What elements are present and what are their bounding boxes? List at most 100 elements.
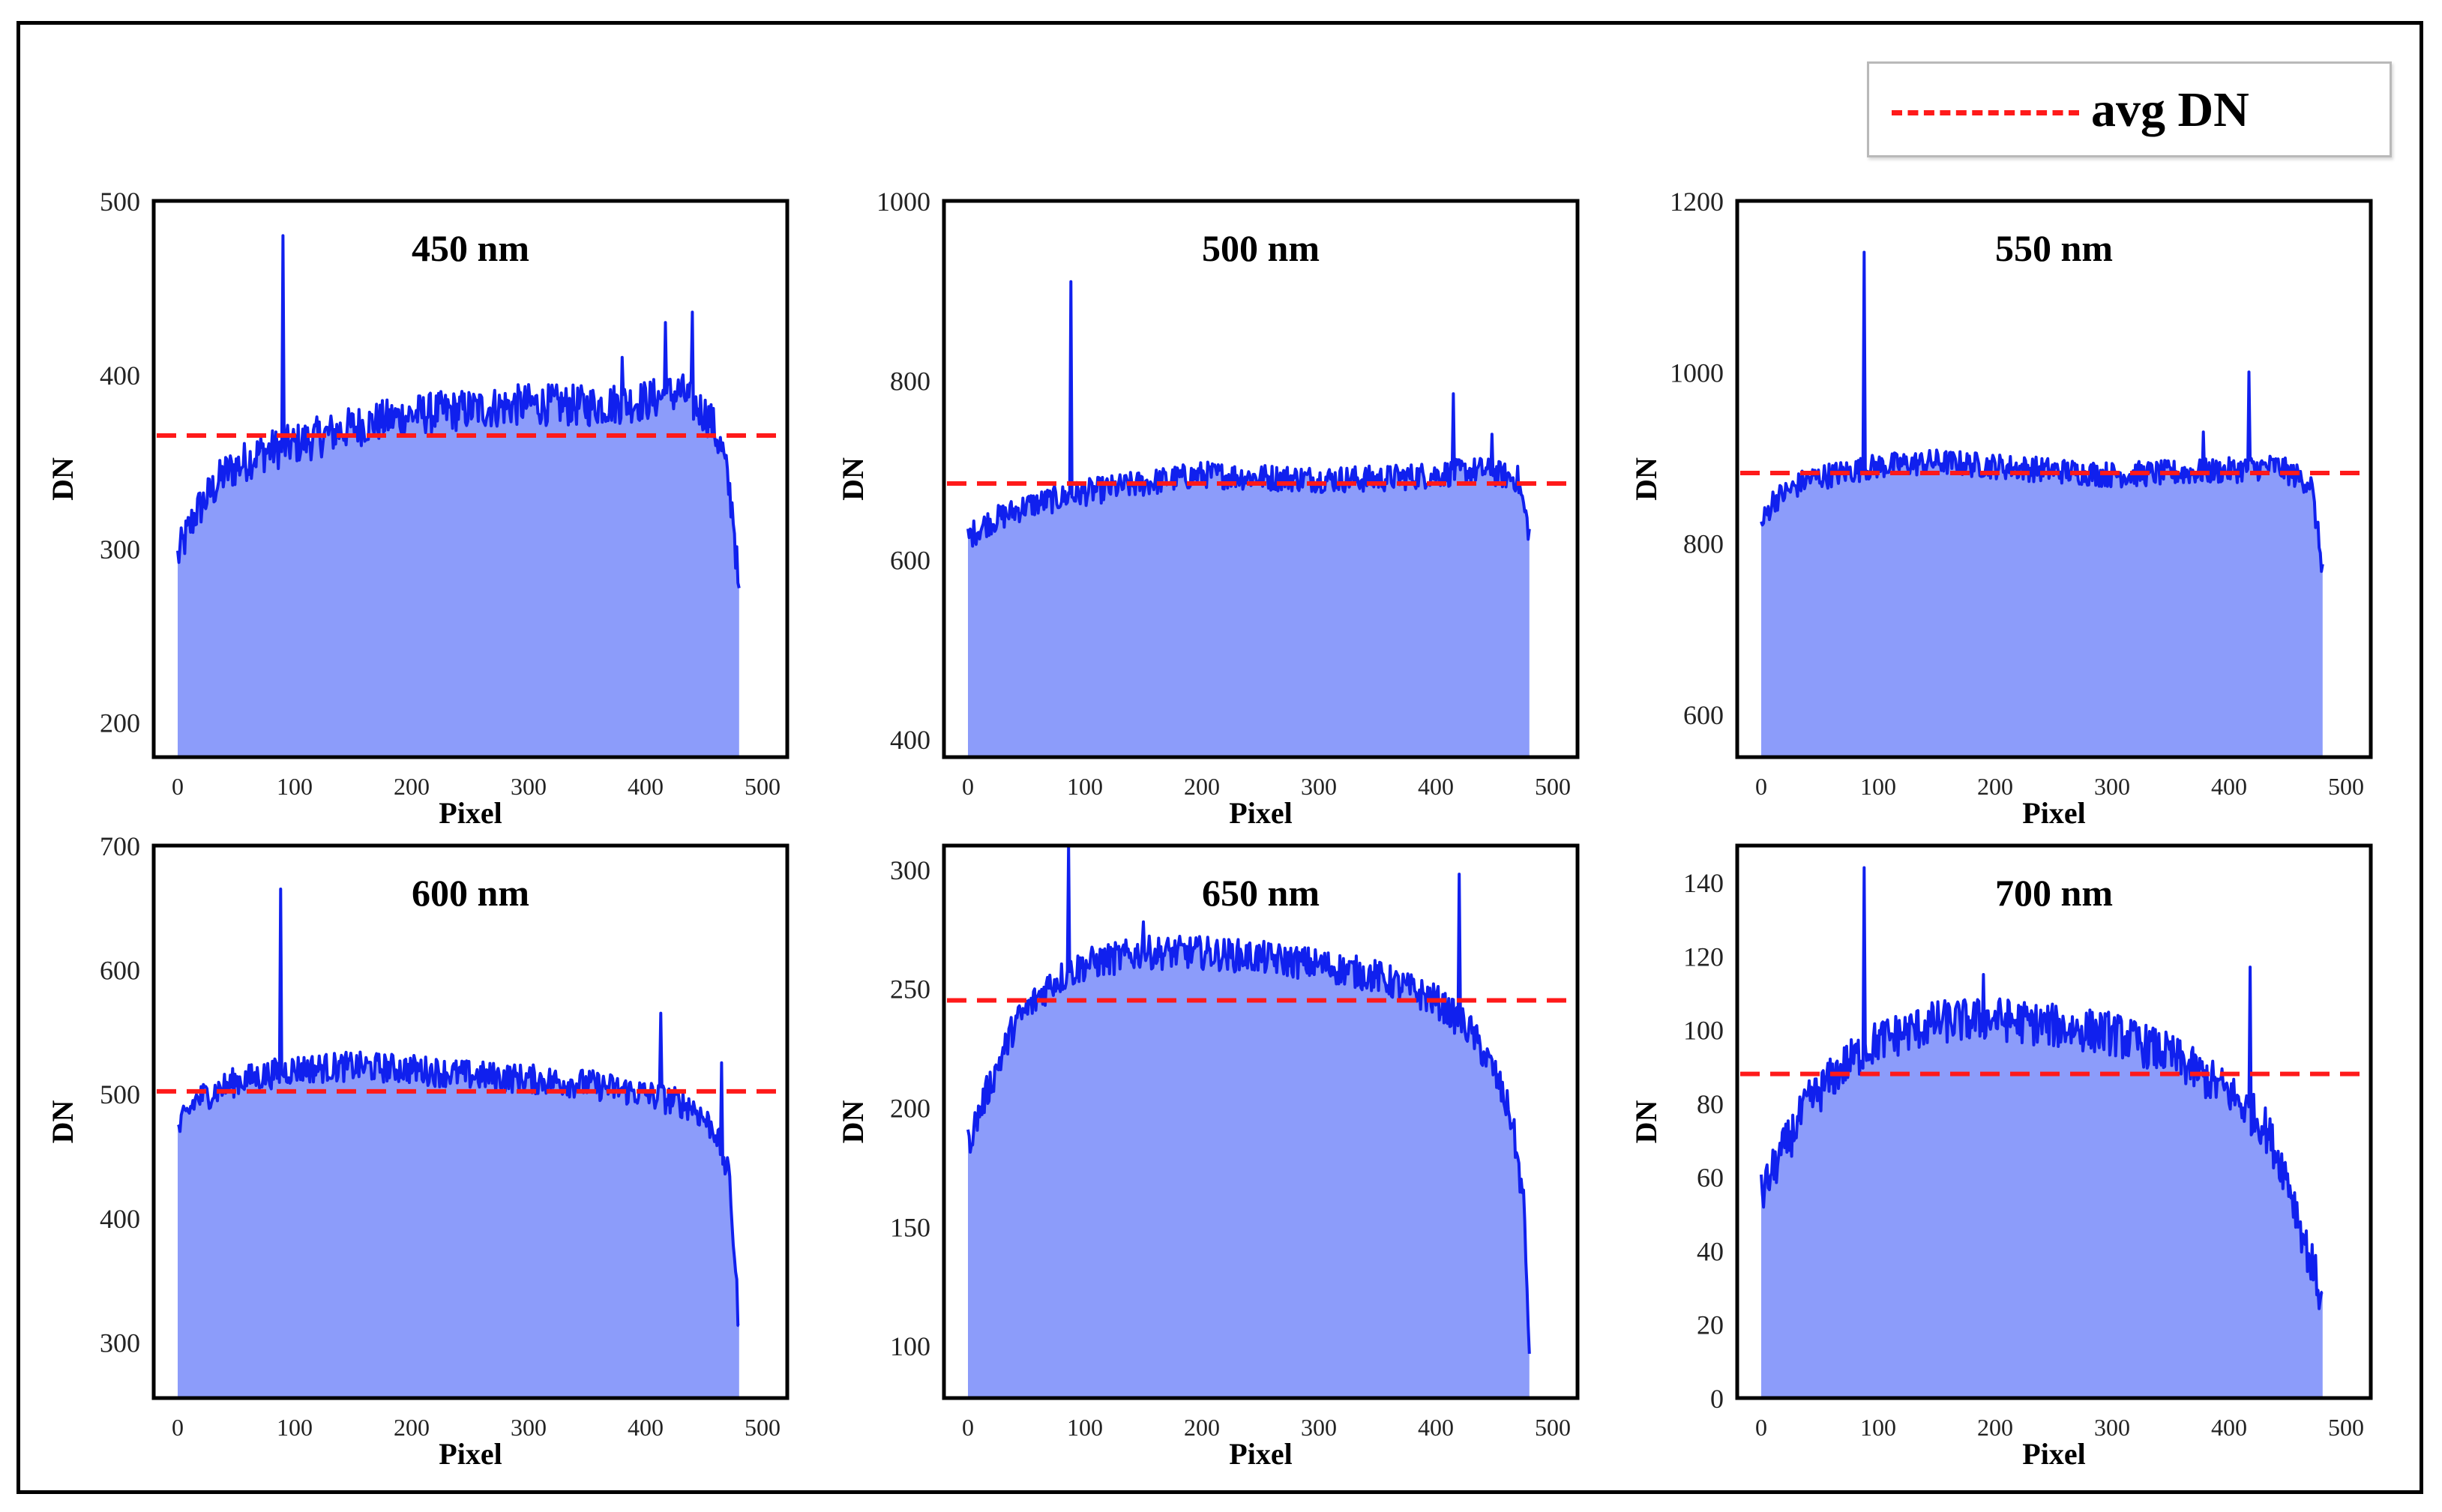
panel-600-nm bbox=[151, 843, 790, 1400]
data-area-fill bbox=[1761, 252, 2323, 757]
data-series-line bbox=[177, 888, 740, 1328]
y-tick-label: 200 bbox=[100, 708, 140, 738]
data-area-fill bbox=[968, 846, 1530, 1398]
x-tick-label: 200 bbox=[1977, 1414, 2013, 1441]
y-tick-label: 100 bbox=[1683, 1016, 1724, 1046]
y-tick-label: 1200 bbox=[1670, 187, 1724, 217]
x-axis-label: Pixel bbox=[1229, 1437, 1292, 1471]
y-tick-label: 60 bbox=[1697, 1163, 1724, 1193]
y-tick-label: 1000 bbox=[1670, 358, 1724, 388]
x-tick-label: 100 bbox=[277, 1414, 313, 1441]
y-tick-label: 250 bbox=[890, 975, 930, 1005]
x-tick-label: 300 bbox=[2094, 1414, 2130, 1441]
x-tick-label: 500 bbox=[745, 773, 781, 800]
x-tick-label: 200 bbox=[1977, 773, 2013, 800]
legend-label: avg DN bbox=[2091, 82, 2249, 137]
x-tick-label: 0 bbox=[962, 773, 974, 800]
x-tick-label: 500 bbox=[1535, 773, 1571, 800]
panel-title: 600 nm bbox=[412, 872, 529, 914]
x-tick-label: 400 bbox=[2211, 1414, 2247, 1441]
x-tick-label: 500 bbox=[745, 1414, 781, 1441]
x-axis-label: Pixel bbox=[1229, 796, 1292, 830]
x-tick-label: 100 bbox=[1067, 1414, 1103, 1441]
y-tick-label: 500 bbox=[100, 187, 140, 217]
x-tick-label: 0 bbox=[1755, 773, 1767, 800]
y-tick-label: 40 bbox=[1697, 1236, 1724, 1266]
x-tick-label: 0 bbox=[172, 1414, 184, 1441]
y-tick-label: 100 bbox=[890, 1331, 930, 1361]
plot-frame bbox=[151, 199, 790, 759]
figure-frame bbox=[16, 21, 2423, 1494]
y-tick-label: 500 bbox=[100, 1079, 140, 1109]
x-tick-label: 500 bbox=[2328, 1414, 2364, 1441]
panel-500-nm bbox=[942, 199, 1580, 759]
x-axis-label: Pixel bbox=[2022, 796, 2085, 830]
data-series-line bbox=[966, 280, 1531, 548]
x-tick-label: 200 bbox=[394, 773, 430, 800]
x-tick-label: 300 bbox=[1301, 773, 1337, 800]
y-tick-label: 0 bbox=[1710, 1384, 1724, 1414]
data-area-fill bbox=[178, 889, 739, 1398]
legend-avg-line-swatch bbox=[1892, 110, 2079, 115]
y-tick-label: 700 bbox=[100, 831, 140, 861]
x-tick-label: 400 bbox=[1418, 773, 1454, 800]
y-tick-label: 800 bbox=[1683, 529, 1724, 559]
x-tick-label: 400 bbox=[628, 773, 664, 800]
plot-frame bbox=[1735, 199, 2373, 759]
y-tick-label: 400 bbox=[100, 1204, 140, 1234]
y-tick-label: 300 bbox=[100, 1328, 140, 1358]
x-tick-label: 0 bbox=[172, 773, 184, 800]
x-tick-label: 500 bbox=[1535, 1414, 1571, 1441]
y-tick-label: 140 bbox=[1683, 868, 1724, 898]
x-tick-label: 100 bbox=[1860, 773, 1896, 800]
y-tick-label: 80 bbox=[1697, 1089, 1724, 1119]
y-tick-label: 150 bbox=[890, 1212, 930, 1242]
x-tick-label: 300 bbox=[511, 1414, 547, 1441]
x-tick-label: 0 bbox=[962, 1414, 974, 1441]
x-tick-label: 100 bbox=[1067, 773, 1103, 800]
x-tick-label: 200 bbox=[394, 1414, 430, 1441]
x-tick-label: 100 bbox=[1860, 1414, 1896, 1441]
plot-frame bbox=[942, 199, 1580, 759]
data-area-fill bbox=[1761, 867, 2323, 1398]
y-tick-label: 20 bbox=[1697, 1310, 1724, 1340]
x-tick-label: 400 bbox=[2211, 773, 2247, 800]
data-area-fill bbox=[968, 281, 1530, 757]
y-tick-label: 400 bbox=[100, 361, 140, 391]
x-axis-label: Pixel bbox=[439, 796, 502, 830]
x-tick-label: 400 bbox=[1418, 1414, 1454, 1441]
data-series-line bbox=[176, 234, 741, 589]
plot-frame bbox=[151, 843, 790, 1400]
y-tick-label: 300 bbox=[100, 534, 140, 564]
data-series-line bbox=[966, 846, 1531, 1354]
y-axis-label: DN bbox=[1629, 457, 1663, 501]
panel-title: 650 nm bbox=[1202, 872, 1320, 914]
panel-title: 550 nm bbox=[1995, 227, 2113, 269]
y-tick-label: 600 bbox=[890, 546, 930, 576]
x-axis-label: Pixel bbox=[439, 1437, 502, 1471]
panel-title: 450 nm bbox=[412, 227, 529, 269]
data-series-line bbox=[1760, 866, 2324, 1310]
panel-650-nm bbox=[942, 843, 1580, 1400]
data-series-line bbox=[1760, 250, 2324, 573]
y-axis-label: DN bbox=[1629, 1100, 1663, 1144]
panel-450-nm bbox=[151, 199, 790, 759]
x-axis-label: Pixel bbox=[2022, 1437, 2085, 1471]
y-tick-label: 600 bbox=[1683, 700, 1724, 730]
y-tick-label: 1000 bbox=[876, 187, 930, 217]
x-tick-label: 300 bbox=[2094, 773, 2130, 800]
x-tick-label: 300 bbox=[511, 773, 547, 800]
y-tick-label: 120 bbox=[1683, 942, 1724, 972]
y-tick-label: 200 bbox=[890, 1093, 930, 1123]
y-tick-label: 400 bbox=[890, 725, 930, 755]
x-tick-label: 300 bbox=[1301, 1414, 1337, 1441]
y-axis-label: DN bbox=[836, 457, 870, 501]
x-tick-label: 0 bbox=[1755, 1414, 1767, 1441]
y-tick-label: 600 bbox=[100, 956, 140, 986]
x-tick-label: 400 bbox=[628, 1414, 664, 1441]
y-tick-label: 800 bbox=[890, 366, 930, 396]
plot-frame bbox=[942, 843, 1580, 1400]
y-axis-label: DN bbox=[46, 1100, 79, 1144]
x-tick-label: 200 bbox=[1184, 1414, 1220, 1441]
